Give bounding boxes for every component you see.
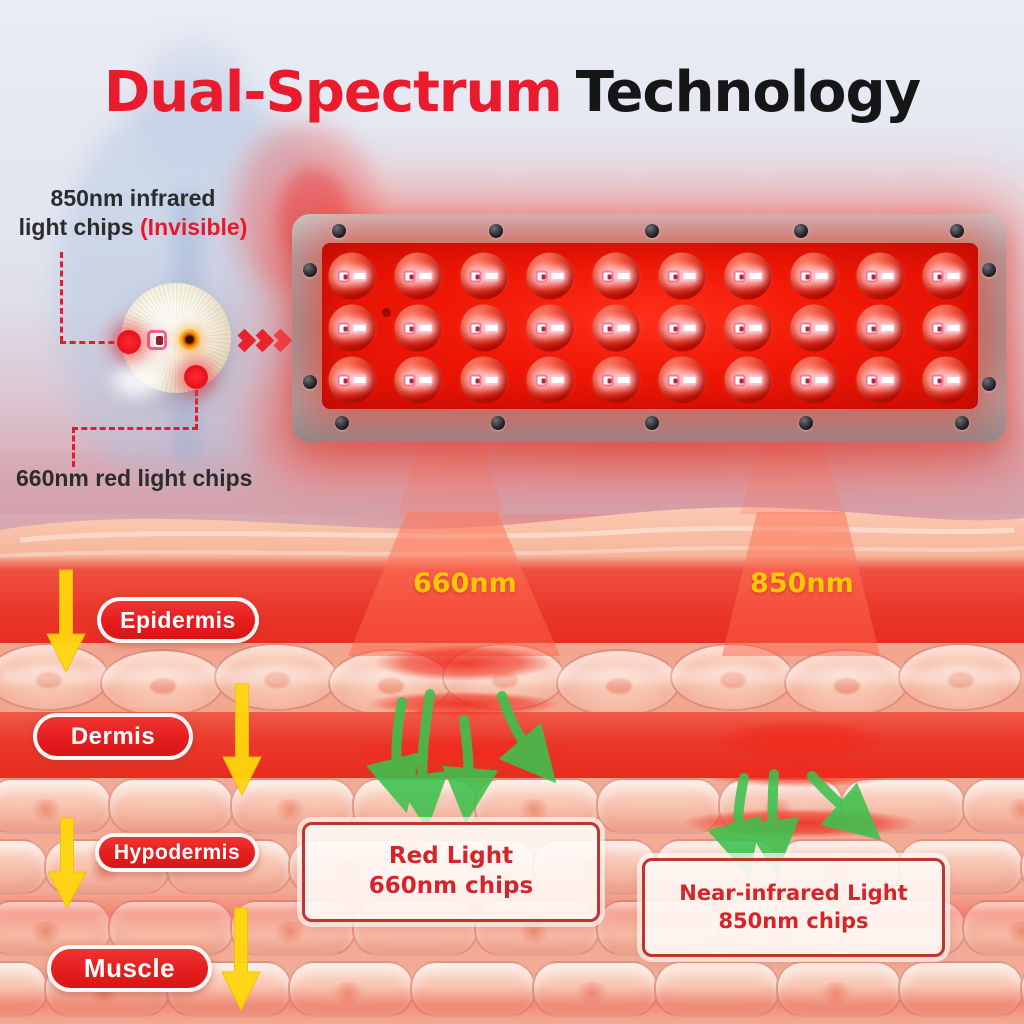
screw-icon <box>335 416 349 430</box>
tissue-cell <box>596 778 722 834</box>
infobox-nir-line2: 850nm chips <box>718 908 869 933</box>
label-850nm-chips: 850nm infrared light chips (Invisible) <box>0 184 266 243</box>
led-lens <box>856 304 904 352</box>
infobox-red-line2: 660nm chips <box>368 873 534 899</box>
led-lens <box>658 252 706 300</box>
led-lens <box>328 304 376 352</box>
led-lens <box>922 356 970 404</box>
screw-icon <box>303 375 317 389</box>
tissue-cell <box>962 778 1024 834</box>
infrared-chip-icon <box>147 330 167 350</box>
infobox-red-line1: Red Light <box>388 843 514 870</box>
tissue-cell <box>776 961 902 1017</box>
led-lens <box>856 356 904 404</box>
page-title: Dual-Spectrum Technology <box>0 60 1024 125</box>
led-lens <box>526 304 574 352</box>
led-lens <box>658 304 706 352</box>
tissue-cell <box>654 961 780 1017</box>
callout-ir-line2: light chips <box>18 214 134 241</box>
led-lens <box>394 304 442 352</box>
tissue-cell <box>532 961 658 1017</box>
screw-icon <box>491 416 505 430</box>
screw-icon <box>645 224 659 238</box>
infobox-red-light: Red Light 660nm chips <box>302 822 600 922</box>
screw-icon <box>982 377 996 391</box>
tissue-cell <box>0 961 48 1017</box>
led-lens <box>922 252 970 300</box>
connector-660nm <box>72 427 198 430</box>
screw-icon <box>794 224 808 238</box>
screw-icon <box>955 416 969 430</box>
glow-dot-850nm <box>117 330 141 354</box>
title-highlight: Dual-Spectrum <box>103 60 563 125</box>
led-lens <box>526 252 574 300</box>
xray-head-silhouette <box>140 40 250 170</box>
therapy-panel-device <box>292 214 1006 442</box>
led-lens <box>394 252 442 300</box>
callout-ir-invisible: (Invisible) <box>140 214 248 241</box>
led-lens <box>790 304 838 352</box>
tissue-cell <box>108 778 234 834</box>
title-rest: Technology <box>575 60 921 125</box>
led-lens <box>922 304 970 352</box>
connector-660nm <box>72 427 75 467</box>
led-lens <box>592 356 640 404</box>
led-lens <box>328 252 376 300</box>
screw-icon <box>950 224 964 238</box>
tissue-cell <box>898 961 1024 1017</box>
tissue-cell <box>1020 961 1024 1017</box>
screw-icon <box>645 416 659 430</box>
led-lens <box>658 356 706 404</box>
screw-icon <box>332 224 346 238</box>
label-660nm-beam: 660nm <box>413 568 517 599</box>
callout-ir-line1: 850nm infrared <box>50 185 216 211</box>
led-lens <box>460 356 508 404</box>
red-chip-icon <box>179 329 200 350</box>
led-lens <box>724 356 772 404</box>
tissue-cell <box>1020 839 1024 895</box>
screw-icon <box>489 224 503 238</box>
tissue-cell <box>288 961 414 1017</box>
infobox-nir-line1: Near-infrared Light <box>679 881 908 906</box>
led-lens <box>592 252 640 300</box>
pill-hypodermis: Hypodermis <box>95 833 259 872</box>
led-lens <box>790 356 838 404</box>
connector-850nm <box>60 252 63 342</box>
led-lens <box>394 356 442 404</box>
skin-cell <box>898 643 1022 711</box>
led-lens <box>460 252 508 300</box>
label-850nm-beam: 850nm <box>750 568 854 599</box>
tissue-cell <box>718 778 844 834</box>
tissue-cell <box>0 839 48 895</box>
led-lens <box>460 304 508 352</box>
pill-dermis: Dermis <box>33 713 193 760</box>
pill-muscle: Muscle <box>47 945 212 992</box>
tissue-cell <box>0 778 112 834</box>
skin-transition-band <box>0 448 1024 514</box>
led-lens <box>592 304 640 352</box>
cell-highlight-band <box>0 668 1024 684</box>
screw-icon <box>303 263 317 277</box>
glow-dot-660nm <box>184 365 208 389</box>
led-lens <box>328 356 376 404</box>
screw-icon <box>799 416 813 430</box>
connector-850nm <box>60 341 124 344</box>
pill-epidermis: Epidermis <box>97 597 259 643</box>
led-lens <box>856 252 904 300</box>
led-board <box>322 243 978 409</box>
infobox-nir-light: Near-infrared Light 850nm chips <box>642 858 945 957</box>
board-dot <box>382 308 391 317</box>
tissue-cell <box>962 900 1024 956</box>
skin-cell <box>784 649 908 717</box>
led-lens <box>790 252 838 300</box>
led-lens <box>724 252 772 300</box>
led-lens <box>724 304 772 352</box>
tissue-cell <box>410 961 536 1017</box>
label-660nm-chips: 660nm red light chips <box>16 465 253 491</box>
led-lens <box>526 356 574 404</box>
connector-660nm <box>195 390 198 430</box>
screw-icon <box>982 263 996 277</box>
tissue-cell <box>840 778 966 834</box>
